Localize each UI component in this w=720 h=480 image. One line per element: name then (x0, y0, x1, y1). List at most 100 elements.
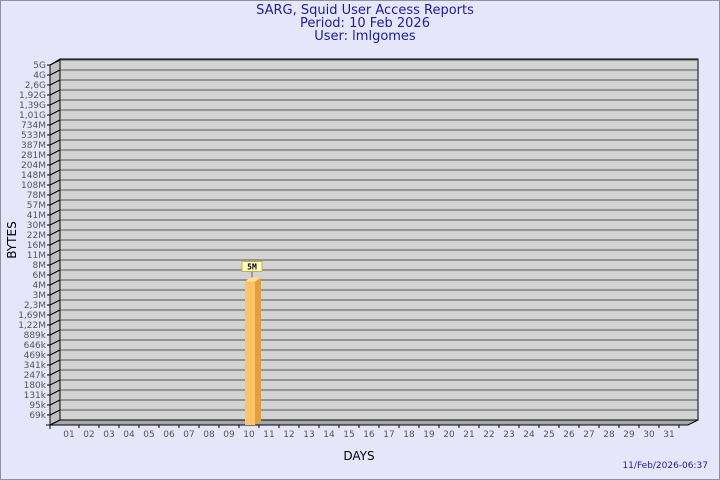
y-tick-label: 69k (29, 411, 46, 421)
y-tick-depth (49, 259, 61, 266)
bar-top (245, 277, 261, 282)
x-tick-label: 19 (423, 430, 435, 440)
y-tick-depth (49, 159, 61, 166)
y-tick-label: 180k (24, 381, 47, 391)
y-tick-label: 889k (24, 331, 47, 341)
x-tick-label: 03 (103, 430, 114, 440)
y-tick-depth (49, 359, 61, 366)
y-tick-depth (49, 109, 61, 116)
bar-side (255, 277, 261, 425)
y-tick-label: 148M (21, 171, 46, 181)
y-tick-label: 4M (33, 281, 47, 291)
y-tick-depth (49, 399, 61, 406)
x-axis-title: DAYS (343, 449, 374, 463)
y-tick-depth (49, 349, 61, 356)
x-tick-label: 05 (143, 430, 154, 440)
x-tick-label: 26 (563, 430, 575, 440)
y-tick-label: 131k (24, 391, 47, 401)
chart-period: Period: 10 Feb 2026 (300, 16, 430, 31)
x-tick-label: 02 (83, 430, 94, 440)
x-tick-label: 12 (283, 430, 294, 440)
y-tick-label: 11M (27, 251, 46, 261)
x-tick-label: 08 (203, 430, 215, 440)
x-tick-label: 10 (243, 430, 255, 440)
y-tick-label: 1,69M (18, 311, 46, 321)
x-tick-label: 17 (383, 430, 394, 440)
x-tick-label: 11 (263, 430, 274, 440)
y-tick-label: 204M (21, 161, 46, 171)
y-tick-label: 533M (21, 131, 46, 141)
x-tick-label: 28 (603, 430, 615, 440)
y-tick-depth (49, 99, 61, 106)
timestamp: 11/Feb/2026-06:37 (622, 461, 708, 471)
y-tick-label: 108M (21, 181, 46, 191)
plot-floor (49, 419, 699, 426)
y-tick-depth (49, 289, 61, 296)
y-tick-label: 1,92G (19, 91, 46, 101)
x-tick-label: 01 (63, 430, 74, 440)
y-tick-label: 95k (29, 401, 46, 411)
y-tick-depth (49, 339, 61, 346)
data-label: 5M (247, 262, 257, 271)
x-tick-label: 18 (403, 430, 415, 440)
y-tick-label: 341k (24, 361, 47, 371)
y-tick-depth (49, 369, 61, 376)
y-tick-label: 4G (33, 71, 46, 81)
x-tick-label: 06 (163, 430, 175, 440)
y-tick-depth (49, 89, 61, 96)
y-tick-label: 6M (33, 271, 47, 281)
y-tick-label: 1,01G (19, 111, 46, 121)
y-tick-depth (49, 219, 61, 226)
y-tick-depth (49, 309, 61, 316)
y-tick-depth (49, 249, 61, 256)
bar-front (245, 281, 255, 425)
x-tick-label: 22 (483, 430, 494, 440)
y-tick-depth (49, 169, 61, 176)
y-tick-depth (49, 129, 61, 136)
y-tick-depth (49, 329, 61, 336)
x-tick-label: 07 (183, 430, 194, 440)
y-tick-label: 387M (21, 141, 46, 151)
chart-title: SARG, Squid User Access Reports (256, 3, 474, 18)
y-tick-depth (49, 189, 61, 196)
x-tick-label: 14 (323, 430, 335, 440)
y-tick-label: 78M (27, 191, 46, 201)
y-tick-depth (49, 209, 61, 216)
y-tick-label: 734M (21, 121, 46, 131)
x-tick-label: 24 (523, 430, 535, 440)
y-tick-label: 16M (27, 241, 46, 251)
y-tick-label: 22M (27, 231, 46, 241)
x-tick-label: 20 (443, 430, 455, 440)
chart-user: User: lmlgomes (314, 29, 416, 44)
x-tick-label: 15 (343, 430, 354, 440)
y-tick-label: 247k (24, 371, 47, 381)
x-tick-label: 04 (123, 430, 135, 440)
y-tick-depth (49, 119, 61, 126)
y-tick-depth (49, 409, 61, 416)
data-label-box (241, 260, 263, 272)
y-tick-depth (49, 199, 61, 206)
y-tick-label: 1,39G (19, 101, 46, 111)
y-tick-depth (49, 179, 61, 186)
x-tick-label: 30 (643, 430, 655, 440)
x-tick-label: 29 (623, 430, 635, 440)
y-tick-depth (49, 319, 61, 326)
y-tick-label: 41M (27, 211, 46, 221)
y-tick-label: 646k (24, 341, 47, 351)
x-tick-label: 13 (303, 430, 314, 440)
x-tick-label: 23 (503, 430, 514, 440)
y-tick-label: 2,3M (24, 301, 46, 311)
y-tick-label: 57M (27, 201, 46, 211)
x-tick-label: 31 (663, 430, 674, 440)
y-tick-depth (49, 239, 61, 246)
x-tick-label: 16 (363, 430, 375, 440)
y-tick-label: 2,6G (25, 81, 46, 91)
y-tick-depth (49, 279, 61, 286)
y-tick-label: 30M (27, 221, 46, 231)
y-tick-depth (49, 379, 61, 386)
x-tick-label: 09 (223, 430, 235, 440)
y-axis-title: BYTES (5, 221, 19, 258)
y-tick-depth (49, 139, 61, 146)
y-tick-depth (49, 79, 61, 86)
